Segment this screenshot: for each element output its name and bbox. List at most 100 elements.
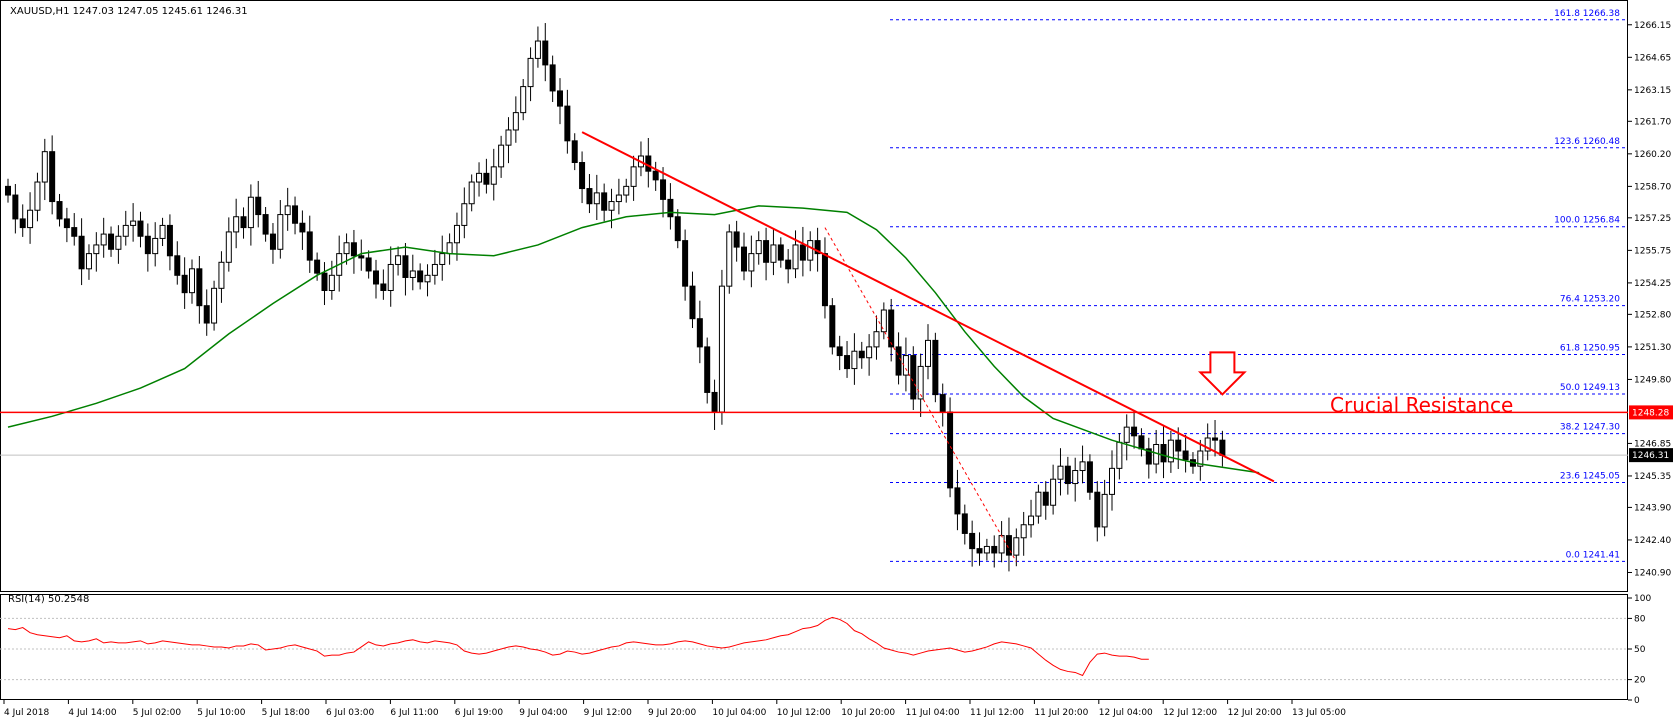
candle <box>218 251 225 303</box>
candle <box>763 227 770 281</box>
candle <box>431 249 438 285</box>
candle-body <box>247 196 254 229</box>
candle-body <box>1109 467 1115 495</box>
candle-body <box>1020 524 1027 539</box>
candle-body <box>446 242 453 255</box>
candle-body <box>844 355 851 370</box>
candle-body <box>490 166 497 185</box>
candle <box>41 138 48 201</box>
candle-body <box>542 40 549 66</box>
candle <box>1013 528 1020 567</box>
candle-body <box>78 235 85 270</box>
candle-body <box>1145 448 1152 465</box>
candle <box>321 262 328 306</box>
candle <box>983 538 990 561</box>
candle <box>888 298 895 362</box>
time-tick-label: 12 Jul 20:00 <box>1228 708 1282 718</box>
candle <box>78 218 85 286</box>
candle <box>799 226 806 277</box>
fib-level-label: 0.0 1241.41 <box>1566 550 1620 560</box>
candle-body <box>100 233 107 246</box>
candle <box>63 207 70 243</box>
time-tick-label: 11 Jul 12:00 <box>970 708 1024 718</box>
candle <box>917 353 924 417</box>
candle <box>196 256 203 324</box>
candle-body <box>1013 537 1020 556</box>
price-tick-label: 1245.35 <box>1634 472 1671 482</box>
rsi-panel: 100 80 50 20 0 <box>0 594 1651 706</box>
candle-body <box>321 272 328 291</box>
candle <box>961 504 968 545</box>
candle-body <box>807 240 814 261</box>
candle <box>71 213 78 246</box>
candle-body <box>689 285 696 320</box>
candle <box>395 246 402 276</box>
candle <box>19 204 26 237</box>
candle <box>424 264 431 297</box>
resistance-price-box <box>1629 405 1673 420</box>
time-tick-label: 6 Jul 11:00 <box>390 708 439 718</box>
candle-body <box>593 192 600 205</box>
candle-body <box>505 129 512 146</box>
candle-body <box>417 270 424 283</box>
time-tick-label: 10 Jul 04:00 <box>712 708 766 718</box>
candle <box>939 383 946 427</box>
candle <box>637 141 644 177</box>
candle-body <box>85 253 92 270</box>
rsi-tick-label: 100 <box>1634 594 1651 604</box>
candle <box>152 222 159 267</box>
candle-body <box>476 172 483 183</box>
candle-body <box>1005 535 1012 556</box>
candle <box>181 257 188 309</box>
candle <box>1123 414 1130 461</box>
candle-body <box>726 231 733 287</box>
candle <box>417 263 424 290</box>
candle <box>476 162 483 197</box>
candle <box>1212 419 1219 457</box>
candle-body <box>770 244 777 263</box>
candle-body <box>571 140 578 164</box>
candles <box>5 23 1226 572</box>
candle <box>667 183 674 230</box>
candle <box>27 192 34 244</box>
candle <box>350 229 357 274</box>
candle-body <box>917 365 924 400</box>
candle-body <box>814 240 821 255</box>
candle <box>748 235 755 288</box>
candle <box>1020 511 1027 556</box>
candle <box>1094 481 1101 542</box>
candle <box>549 55 556 102</box>
candle <box>873 315 880 360</box>
time-tick-label: 11 Jul 04:00 <box>906 708 960 718</box>
time-tick-label: 9 Jul 12:00 <box>584 708 633 718</box>
candle-body <box>821 253 828 307</box>
candle <box>93 232 100 272</box>
fib-swing-line <box>824 227 1017 562</box>
time-tick-label: 6 Jul 03:00 <box>326 708 375 718</box>
candle <box>1050 464 1057 515</box>
candle <box>292 196 299 235</box>
candle-body <box>711 391 718 413</box>
candle-body <box>608 201 615 211</box>
candle-body <box>211 287 218 324</box>
candle-body <box>159 224 166 239</box>
candle <box>976 532 983 566</box>
rsi-panel-border <box>0 594 1628 700</box>
candle-body <box>527 57 534 88</box>
candle <box>122 210 129 246</box>
candle <box>247 184 254 246</box>
candle-body <box>667 198 674 218</box>
candle <box>520 79 527 121</box>
candle <box>108 226 115 257</box>
candle-body <box>858 350 865 359</box>
candle <box>277 200 284 259</box>
candle <box>718 269 725 425</box>
candle <box>402 242 409 296</box>
moving-average-line <box>7 205 1260 474</box>
candle-body <box>1204 437 1211 452</box>
candle-body <box>395 255 402 265</box>
candle-body <box>755 240 762 255</box>
candle-body <box>763 240 770 263</box>
candle-body <box>115 235 122 250</box>
candle <box>902 337 909 392</box>
